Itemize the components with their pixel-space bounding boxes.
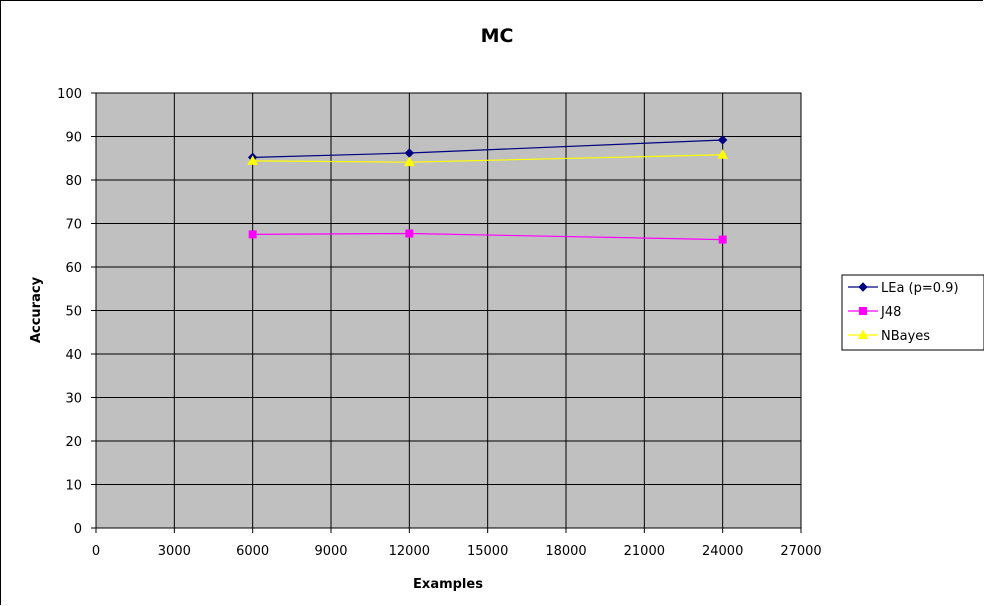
series-2	[247, 149, 729, 167]
data-point	[403, 156, 415, 167]
y-tick-label: 40	[65, 348, 82, 363]
x-axis-ticks: 0 3000 6000 9000 12000 15000 18000 21000 24000 27…	[92, 528, 822, 559]
data-point	[717, 149, 729, 159]
x-tick-label: 21000	[624, 544, 665, 559]
legend-marker	[858, 282, 868, 292]
x-tick-label: 27000	[780, 544, 821, 559]
x-tick-label: 0	[92, 544, 100, 559]
x-tick-label: 6000	[236, 544, 269, 559]
series-1	[248, 229, 727, 244]
x-tick-label: 12000	[389, 544, 430, 559]
y-tick-label: 80	[65, 174, 82, 189]
legend: LEa (p=0.9) J48 NBayes	[841, 274, 984, 351]
y-tick-label: 90	[65, 131, 82, 146]
grid-lines	[96, 92, 802, 528]
data-point	[405, 229, 414, 238]
series-layer	[247, 135, 729, 244]
y-tick-label: 0	[74, 522, 82, 537]
y-tick-label: 60	[65, 261, 82, 276]
chart-title: MC	[481, 25, 514, 47]
legend-item: LEa (p=0.9)	[848, 281, 959, 296]
y-tick-label: 70	[65, 218, 82, 233]
x-tick-label: 3000	[158, 544, 191, 559]
y-tick-label: 30	[65, 392, 82, 407]
y-tick-label: 10	[65, 479, 82, 494]
y-axis-title: Accuracy	[29, 276, 44, 343]
y-axis-ticks: 0 10 20 30 40 50 60 70 80 90 100	[57, 87, 96, 537]
legend-marker	[857, 329, 869, 339]
x-tick-label: 24000	[702, 544, 743, 559]
y-tick-label: 20	[65, 435, 82, 450]
data-point	[247, 155, 259, 165]
legend-label: LEa (p=0.9)	[881, 281, 959, 296]
legend-label: J48	[880, 305, 901, 320]
y-tick-label: 50	[65, 305, 82, 320]
data-point	[717, 135, 728, 145]
legend-label: NBayes	[881, 329, 930, 344]
legend-item: J48	[848, 305, 901, 320]
x-tick-label: 15000	[467, 544, 508, 559]
legend-item: NBayes	[848, 329, 930, 344]
y-tick-label: 100	[57, 87, 82, 102]
legend-marker	[859, 307, 867, 315]
data-point	[718, 235, 727, 244]
data-point	[248, 230, 257, 239]
x-tick-label: 9000	[314, 544, 347, 559]
x-axis-title: Examples	[413, 577, 483, 592]
x-tick-label: 18000	[545, 544, 586, 559]
